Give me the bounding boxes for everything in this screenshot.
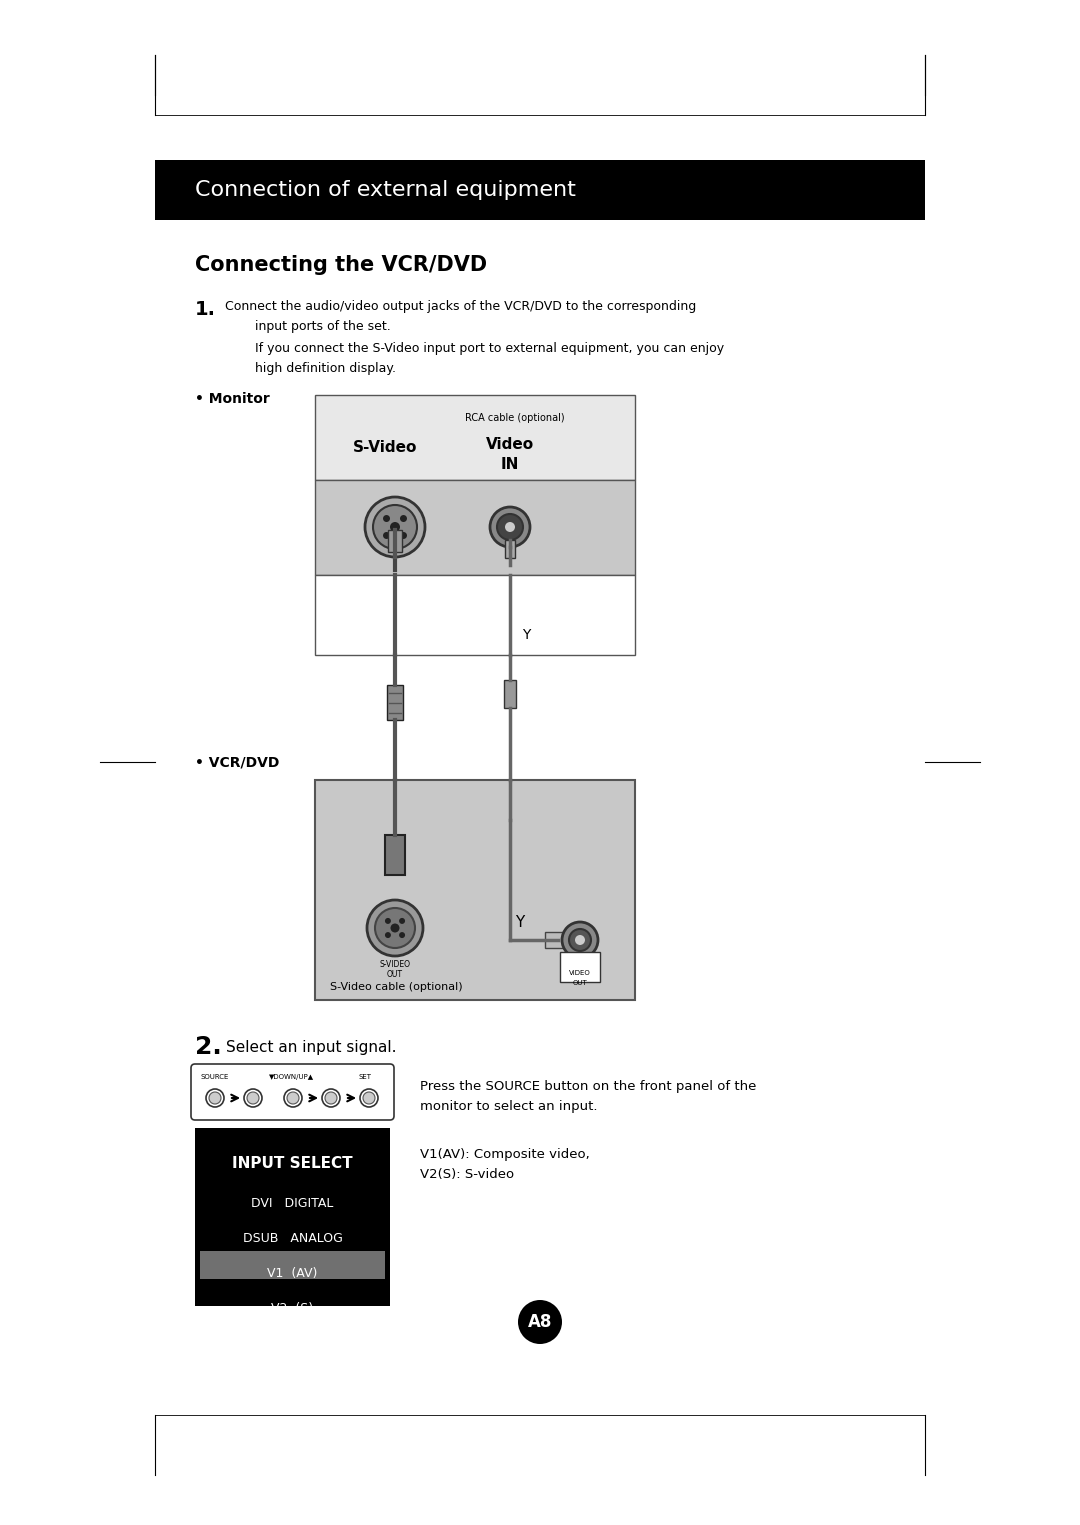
Text: Select an input signal.: Select an input signal.	[226, 1040, 396, 1055]
Text: IN: IN	[501, 458, 519, 473]
Text: high definition display.: high definition display.	[255, 361, 396, 375]
Circle shape	[505, 522, 515, 532]
Text: 1.: 1.	[195, 300, 216, 319]
Circle shape	[383, 515, 390, 522]
Text: SET: SET	[359, 1074, 372, 1080]
Bar	[156, 160, 924, 220]
Circle shape	[206, 1089, 224, 1107]
Circle shape	[562, 923, 598, 958]
Bar	[315, 575, 635, 656]
Text: • VCR/DVD: • VCR/DVD	[195, 755, 280, 769]
Circle shape	[497, 514, 523, 540]
Text: DSUB   ANALOG: DSUB ANALOG	[243, 1232, 342, 1244]
Bar	[388, 531, 402, 552]
Circle shape	[360, 1089, 378, 1107]
Circle shape	[400, 932, 405, 938]
Circle shape	[247, 1092, 259, 1104]
Text: S-Video: S-Video	[353, 441, 417, 454]
Circle shape	[391, 924, 400, 932]
Circle shape	[284, 1089, 302, 1107]
Text: V1  (AV): V1 (AV)	[268, 1267, 318, 1279]
Bar	[384, 836, 405, 875]
Text: S-Video cable (optional): S-Video cable (optional)	[330, 982, 462, 991]
Text: SOURCE: SOURCE	[201, 1074, 229, 1080]
Circle shape	[575, 935, 585, 945]
Circle shape	[518, 1299, 562, 1344]
Text: V1(AV): Composite video,: V1(AV): Composite video,	[420, 1148, 590, 1161]
Text: Connecting the VCR/DVD: Connecting the VCR/DVD	[195, 255, 487, 274]
Text: If you connect the S-Video input port to external equipment, you can enjoy: If you connect the S-Video input port to…	[255, 342, 724, 355]
Text: 2.: 2.	[195, 1035, 221, 1058]
Text: monitor to select an input.: monitor to select an input.	[420, 1100, 597, 1113]
Text: RCA cable (optional): RCA cable (optional)	[465, 413, 565, 422]
Circle shape	[375, 907, 415, 949]
Text: Video: Video	[486, 438, 535, 451]
Text: ▼DOWN/UP▲: ▼DOWN/UP▲	[269, 1074, 314, 1080]
Circle shape	[322, 1089, 340, 1107]
Circle shape	[390, 522, 400, 532]
Text: A8: A8	[528, 1313, 552, 1331]
Text: Press the SOURCE button on the front panel of the: Press the SOURCE button on the front pan…	[420, 1080, 756, 1093]
Text: V2  (S): V2 (S)	[271, 1302, 313, 1315]
Bar	[315, 779, 635, 1000]
Circle shape	[325, 1092, 337, 1104]
Text: S-VIDEO: S-VIDEO	[379, 961, 410, 968]
Bar	[200, 1250, 384, 1279]
Bar	[561, 952, 600, 982]
Circle shape	[384, 932, 391, 938]
Text: V2(S): S-video: V2(S): S-video	[420, 1168, 514, 1180]
Bar	[505, 540, 515, 558]
Circle shape	[383, 532, 390, 538]
Circle shape	[400, 918, 405, 924]
Text: OUT: OUT	[387, 970, 403, 979]
Circle shape	[400, 515, 407, 522]
Circle shape	[384, 918, 391, 924]
Text: Y: Y	[515, 915, 524, 930]
Text: Connect the audio/video output jacks of the VCR/DVD to the corresponding: Connect the audio/video output jacks of …	[225, 300, 697, 313]
Circle shape	[244, 1089, 262, 1107]
Circle shape	[490, 506, 530, 547]
Text: Y: Y	[522, 628, 530, 642]
Bar	[387, 685, 403, 720]
Text: Connection of external equipment: Connection of external equipment	[195, 180, 576, 200]
Bar	[315, 480, 635, 575]
Circle shape	[569, 929, 591, 952]
Text: input ports of the set.: input ports of the set.	[255, 320, 391, 332]
Circle shape	[287, 1092, 299, 1104]
Circle shape	[400, 532, 407, 538]
FancyBboxPatch shape	[191, 1064, 394, 1119]
Circle shape	[365, 497, 426, 557]
Circle shape	[210, 1092, 221, 1104]
Bar	[195, 1128, 390, 1305]
Text: DVI   DIGITAL: DVI DIGITAL	[252, 1197, 334, 1209]
Circle shape	[363, 1092, 375, 1104]
Bar	[504, 680, 516, 708]
Text: OUT: OUT	[572, 981, 588, 987]
Text: INPUT SELECT: INPUT SELECT	[232, 1156, 353, 1171]
Bar	[545, 932, 577, 949]
Text: VIDEO: VIDEO	[569, 970, 591, 976]
Circle shape	[373, 505, 417, 549]
Bar	[315, 395, 635, 480]
Circle shape	[367, 900, 423, 956]
Text: • Monitor: • Monitor	[195, 392, 270, 406]
